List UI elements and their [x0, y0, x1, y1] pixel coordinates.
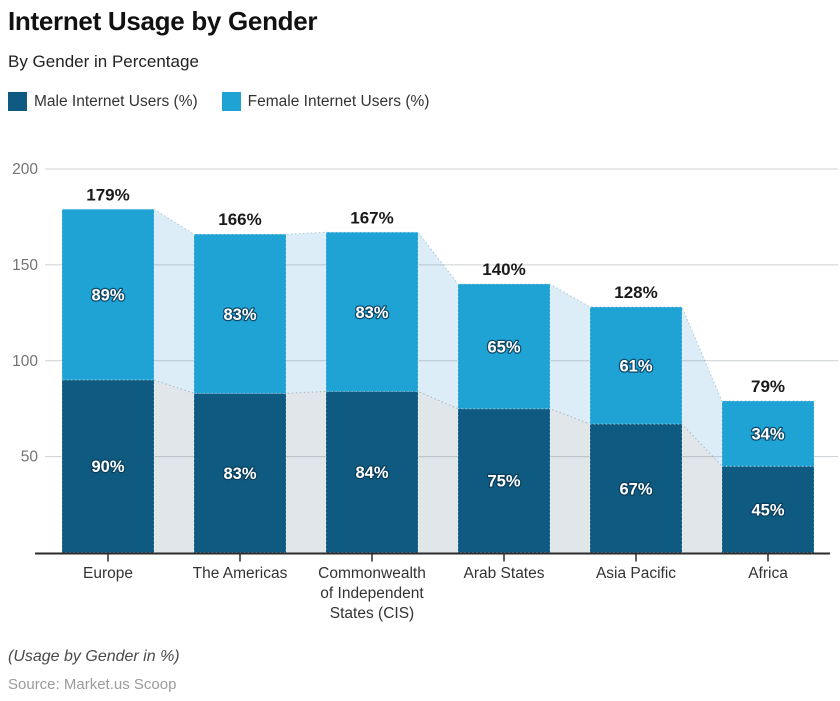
male-area-edge: [62, 379, 814, 467]
male-value-label: 90%: [91, 458, 124, 476]
female-value-label: 83%: [223, 306, 256, 324]
female-value-label: 89%: [91, 287, 124, 305]
legend-label-male: Male Internet Users (%): [34, 92, 198, 110]
female-value-label: 65%: [487, 338, 520, 356]
female-area-edge: [62, 208, 814, 402]
legend-label-female: Female Internet Users (%): [247, 92, 430, 110]
category-label: Arab States: [463, 565, 545, 582]
total-label: 167%: [350, 208, 393, 227]
male-value-label: 84%: [355, 464, 388, 482]
legend-swatch-female: [221, 92, 241, 111]
category-label: Commonwealth of Independent States (CIS): [318, 565, 426, 622]
bar-female-segment: [457, 283, 551, 410]
bar-male-segment: [589, 423, 683, 553]
y-axis-tick-label-150: 150: [12, 257, 38, 274]
total-label: 128%: [614, 283, 657, 302]
bar-female-segment: [589, 306, 683, 425]
male-value-label: 45%: [751, 501, 784, 519]
male-value-label: 67%: [619, 480, 652, 498]
total-label: 140%: [482, 260, 525, 279]
total-label: 79%: [751, 377, 785, 396]
category-label: Europe: [83, 565, 133, 582]
bar-male-segment: [721, 465, 815, 553]
male-value-label: 75%: [487, 473, 520, 491]
bar-male-segment: [457, 408, 551, 553]
male-value-label: 83%: [223, 465, 256, 483]
chart-legend: Male Internet Users (%) Female Internet …: [8, 92, 429, 111]
bar-female-segment: [721, 400, 815, 467]
bar-male-segment: [61, 379, 155, 553]
female-background-area: [62, 209, 814, 553]
legend-item-male: Male Internet Users (%): [8, 92, 198, 111]
page-subtitle: By Gender in Percentage: [8, 52, 199, 71]
female-value-label: 83%: [355, 304, 388, 322]
bar-female-segment: [325, 231, 419, 392]
page-title: Internet Usage by Gender: [8, 6, 318, 36]
category-label: The Americas: [192, 565, 288, 582]
bar-female-segment: [61, 208, 155, 381]
female-value-label: 34%: [751, 426, 784, 444]
y-axis-tick-label-200: 200: [12, 161, 38, 178]
bar-male-segment: [193, 392, 287, 553]
chart-footnote: (Usage by Gender in %): [8, 648, 180, 665]
chart-source: Source: Market.us Scoop: [8, 676, 177, 693]
category-label: Africa: [748, 565, 788, 582]
y-axis-tick-label-50: 50: [21, 449, 39, 466]
total-label: 179%: [86, 185, 129, 204]
bar-female-segment: [193, 233, 287, 394]
bar-male-segment: [325, 390, 419, 553]
y-axis-tick-label-100: 100: [12, 353, 38, 370]
total-label: 166%: [218, 210, 261, 229]
female-value-label: 61%: [619, 358, 652, 376]
male-background-area: [62, 379, 814, 553]
legend-item-female: Female Internet Users (%): [221, 92, 430, 111]
category-label: Asia Pacific: [595, 565, 677, 582]
legend-swatch-male: [8, 92, 27, 111]
